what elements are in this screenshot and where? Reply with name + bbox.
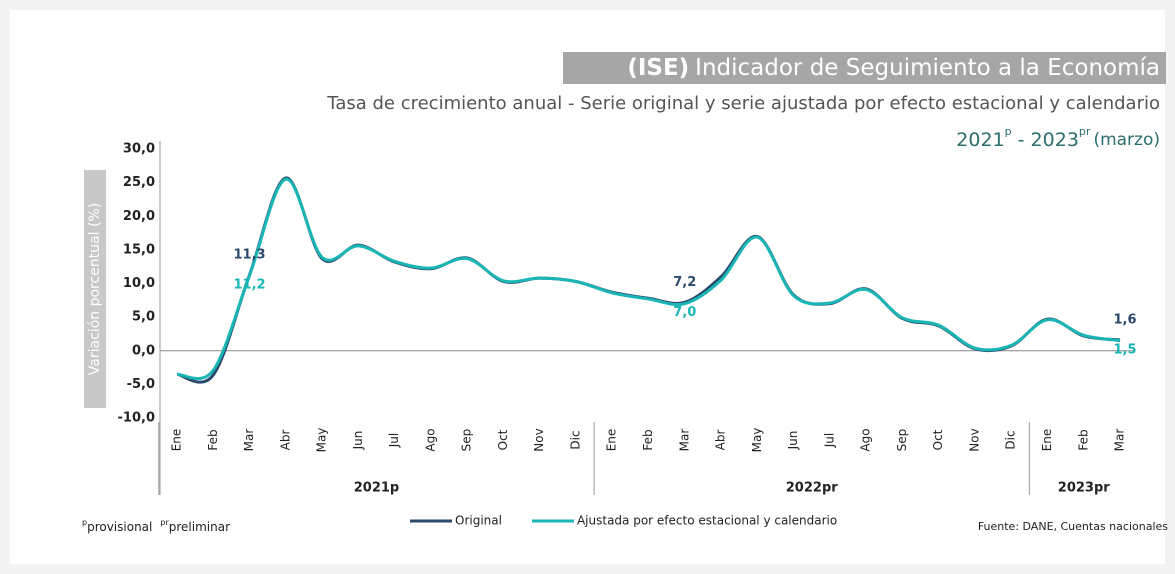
- line-series: [176, 177, 1121, 381]
- x-tick-label: Dic: [1004, 430, 1018, 449]
- legend-label: Original: [455, 514, 502, 528]
- x-tick-label: Nov: [967, 428, 981, 451]
- y-tick-label: 10,0: [123, 276, 155, 291]
- footnote-mark: pr: [160, 518, 169, 527]
- data-label: 7,2: [673, 275, 696, 290]
- y-tick-label: 25,0: [123, 175, 155, 190]
- x-tick-label: Sep: [460, 429, 474, 452]
- data-label: 1,6: [1114, 312, 1137, 327]
- footnote-mark: p: [82, 518, 87, 527]
- x-tick-label: Ene: [1040, 429, 1054, 452]
- x-tick-label: Jun: [786, 431, 800, 451]
- panel: [10, 10, 1165, 564]
- footnote-text: provisional: [87, 520, 152, 534]
- x-tick-label: May: [315, 428, 329, 453]
- x-tick-label: Sep: [895, 429, 909, 452]
- title-band: [563, 52, 1166, 84]
- data-label: 7,0: [673, 305, 696, 320]
- y-label-band: [84, 170, 106, 408]
- x-tick-label: Feb: [206, 429, 220, 450]
- y-tick-label: 30,0: [123, 142, 155, 157]
- period-sup: pr: [1079, 125, 1091, 138]
- x-tick-label: Feb: [641, 429, 655, 450]
- x-tick-label: Oct: [496, 429, 510, 450]
- y-tick-label: 20,0: [123, 209, 155, 224]
- x-tick-label: Nov: [532, 428, 546, 451]
- footnote-text: preliminar: [169, 520, 230, 534]
- x-tick-label: Mar: [1113, 429, 1127, 452]
- x-tick-label: Feb: [1076, 429, 1090, 450]
- x-tick-label: Ago: [859, 428, 873, 451]
- y-tick-label: 0,0: [132, 343, 155, 358]
- data-label: 1,5: [1114, 342, 1137, 357]
- x-tick-label: Abr: [714, 430, 728, 451]
- legend-label: Ajustada por efecto estacional y calenda…: [577, 514, 837, 528]
- y-tick-label: 15,0: [123, 242, 155, 257]
- x-tick-label: Ago: [423, 428, 437, 451]
- title-text: Indicador de Seguimiento a la Economía: [695, 55, 1160, 81]
- x-tick-label: Jun: [351, 431, 365, 451]
- x-tick-label: Jul: [822, 433, 836, 448]
- period: 2021p - 2023pr (marzo): [956, 125, 1160, 151]
- period-sup: p: [1005, 125, 1012, 138]
- source: Fuente: DANE, Cuentas nacionales: [978, 520, 1168, 533]
- x-tick-label: Jul: [387, 433, 401, 448]
- y-tick-label: -10,0: [118, 411, 155, 426]
- x-tick-label: Ene: [170, 429, 184, 452]
- y-tick-label: -5,0: [127, 377, 155, 392]
- x-tick-label: Mar: [677, 429, 691, 452]
- footnotes: pprovisional prpreliminar: [82, 518, 230, 534]
- x-tick-label: Dic: [568, 430, 582, 449]
- x-tick-label: Mar: [242, 429, 256, 452]
- period-part: - 2023: [1012, 129, 1079, 151]
- x-tick-label: Ene: [605, 429, 619, 452]
- subtitle: Tasa de crecimiento anual - Serie origin…: [326, 93, 1160, 114]
- period-part: (marzo): [1093, 130, 1160, 150]
- title-tag: (ISE): [627, 55, 689, 81]
- x-tick-label: May: [750, 428, 764, 453]
- data-label: 11,2: [234, 277, 266, 292]
- group-label: 2021p: [354, 481, 400, 496]
- chart-title: (ISE) Indicador de Seguimiento a la Econo…: [627, 55, 1160, 81]
- group-label: 2022pr: [786, 481, 838, 496]
- period-part: 2021: [956, 129, 1004, 151]
- x-tick-label: Oct: [931, 429, 945, 450]
- data-label: 11,3: [234, 247, 266, 262]
- group-label: 2023pr: [1058, 481, 1110, 496]
- y-tick-label: 5,0: [132, 310, 155, 325]
- x-tick-label: Abr: [278, 430, 292, 451]
- y-axis-label: Variación porcentual (%): [87, 203, 103, 375]
